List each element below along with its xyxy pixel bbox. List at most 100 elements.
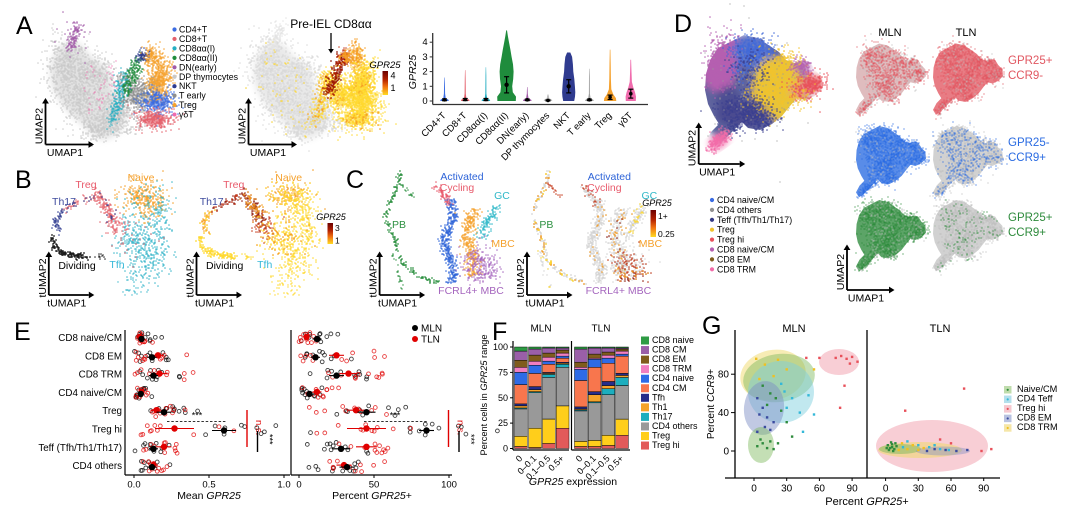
svg-text:C: C [346, 166, 364, 194]
svg-text:25: 25 [498, 418, 508, 428]
svg-text:GPR25+: GPR25+ [1008, 212, 1053, 224]
svg-text:0.0: 0.0 [127, 480, 140, 491]
svg-text:Cycling: Cycling [587, 182, 622, 194]
svg-text:Percent GPR25+: Percent GPR25+ [332, 490, 412, 502]
svg-text:CD8 EM: CD8 EM [717, 254, 750, 264]
svg-text:Mean GPR25: Mean GPR25 [177, 490, 241, 502]
svg-text:γδT: γδT [616, 110, 635, 129]
svg-text:Treg hi: Treg hi [652, 440, 680, 450]
svg-text:***: *** [265, 434, 275, 445]
svg-text:Cycling: Cycling [440, 182, 475, 194]
svg-text:0.5+: 0.5+ [546, 453, 566, 473]
svg-text:1.0: 1.0 [277, 480, 290, 491]
svg-text:UMAP2: UMAP2 [237, 108, 249, 144]
svg-text:UMAP1: UMAP1 [848, 293, 884, 305]
svg-text:CCR9-: CCR9- [1008, 70, 1043, 82]
svg-text:3: 3 [335, 223, 340, 233]
svg-text:0.25: 0.25 [658, 229, 675, 239]
svg-text:DP thymocytes: DP thymocytes [179, 72, 239, 82]
svg-text:1: 1 [391, 83, 396, 93]
svg-text:Tfh: Tfh [257, 259, 272, 271]
svg-text:CD4 Teff: CD4 Teff [1017, 394, 1053, 404]
svg-text:CD4 others: CD4 others [717, 205, 762, 215]
svg-text:CD4 others: CD4 others [652, 421, 698, 431]
svg-text:80: 80 [718, 370, 730, 381]
svg-text:MBC: MBC [491, 238, 515, 250]
svg-text:Naive/CM: Naive/CM [1017, 384, 1057, 394]
svg-text:A: A [16, 12, 33, 40]
svg-text:n.s.: n.s. [455, 420, 466, 435]
svg-text:Teff (Tfh/Th1/Th17): Teff (Tfh/Th1/Th17) [38, 443, 122, 454]
svg-text:TLN: TLN [421, 335, 440, 346]
svg-text:CD8 naive/CM: CD8 naive/CM [717, 245, 774, 255]
svg-text:100: 100 [493, 342, 508, 352]
svg-text:CCR9+: CCR9+ [1008, 227, 1046, 239]
svg-text:Teff (Tfh/Th1/Th17): Teff (Tfh/Th1/Th17) [717, 215, 792, 225]
svg-text:PB: PB [392, 219, 406, 231]
svg-text:CD4 others: CD4 others [72, 461, 122, 472]
svg-text:75: 75 [498, 367, 508, 377]
svg-text:Treg: Treg [593, 110, 614, 131]
svg-text:Treg: Treg [717, 225, 735, 235]
svg-text:***: *** [390, 411, 401, 421]
svg-text:γδT: γδT [179, 110, 194, 120]
svg-text:GPR25 expression: GPR25 expression [529, 476, 617, 488]
svg-text:tUMAP2: tUMAP2 [37, 258, 49, 297]
svg-text:Th17: Th17 [52, 196, 76, 208]
svg-text:MLN: MLN [421, 324, 442, 335]
svg-text:tUMAP2: tUMAP2 [515, 258, 527, 297]
svg-text:GPR25: GPR25 [369, 60, 401, 71]
svg-text:GPR25: GPR25 [642, 198, 673, 208]
svg-text:0: 0 [723, 447, 729, 458]
svg-text:tUMAP1: tUMAP1 [378, 298, 417, 310]
svg-text:Treg: Treg [102, 406, 122, 417]
svg-text:CD8+T: CD8+T [179, 34, 208, 44]
svg-text:GPR25+: GPR25+ [1008, 55, 1053, 67]
svg-text:Treg hi: Treg hi [92, 425, 122, 436]
svg-text:CD4 naive/CM: CD4 naive/CM [717, 195, 774, 205]
svg-text:CD8 TRM: CD8 TRM [652, 364, 692, 374]
svg-text:Tfh: Tfh [652, 392, 665, 402]
svg-text:UMAP2: UMAP2 [34, 108, 46, 144]
svg-text:MLN: MLN [878, 27, 901, 39]
svg-text:G: G [702, 312, 721, 340]
svg-text:UMAP1: UMAP1 [699, 167, 735, 179]
svg-text:0: 0 [296, 480, 301, 491]
svg-text:0: 0 [503, 444, 508, 454]
svg-text:D: D [674, 10, 692, 38]
svg-text:Dividing: Dividing [206, 260, 244, 272]
svg-text:60: 60 [945, 484, 957, 495]
svg-text:50: 50 [498, 393, 508, 403]
svg-text:F: F [492, 318, 507, 346]
svg-text:4: 4 [391, 71, 396, 81]
svg-text:NKT: NKT [179, 81, 197, 91]
svg-text:Percent CCR9+: Percent CCR9+ [706, 369, 717, 439]
svg-text:TLN: TLN [592, 324, 611, 335]
svg-text:GPR25-: GPR25- [1008, 137, 1050, 149]
svg-text:FCRL4+ MBC: FCRL4+ MBC [438, 285, 504, 297]
svg-text:Tfh: Tfh [109, 259, 124, 271]
svg-text:60: 60 [814, 484, 826, 495]
svg-text:tUMAP1: tUMAP1 [47, 298, 86, 310]
svg-text:T early: T early [565, 110, 593, 138]
svg-text:90: 90 [847, 484, 859, 495]
svg-text:Treg hi: Treg hi [717, 235, 744, 245]
svg-text:GPR25: GPR25 [407, 55, 419, 90]
svg-text:CD8αα(I): CD8αα(I) [179, 43, 215, 53]
svg-text:CD8 EM: CD8 EM [1017, 413, 1052, 423]
svg-text:tUMAP1: tUMAP1 [195, 298, 234, 310]
svg-text:CD4+T: CD4+T [179, 25, 208, 35]
svg-text:90: 90 [978, 484, 990, 495]
svg-text:MLN: MLN [530, 324, 551, 335]
svg-text:Dividing: Dividing [58, 260, 96, 272]
svg-text:MLN: MLN [782, 323, 805, 335]
svg-text:n.s.: n.s. [253, 420, 264, 435]
svg-text:1+: 1+ [658, 211, 668, 221]
svg-text:UMAP2: UMAP2 [835, 254, 847, 290]
svg-text:UMAP1: UMAP1 [47, 147, 83, 159]
svg-text:Treg hi: Treg hi [1017, 403, 1045, 413]
svg-text:tUMAP2: tUMAP2 [368, 258, 380, 297]
svg-text:CD8 TRM: CD8 TRM [79, 370, 122, 381]
svg-text:MBC: MBC [639, 238, 663, 250]
svg-text:0: 0 [574, 453, 585, 464]
